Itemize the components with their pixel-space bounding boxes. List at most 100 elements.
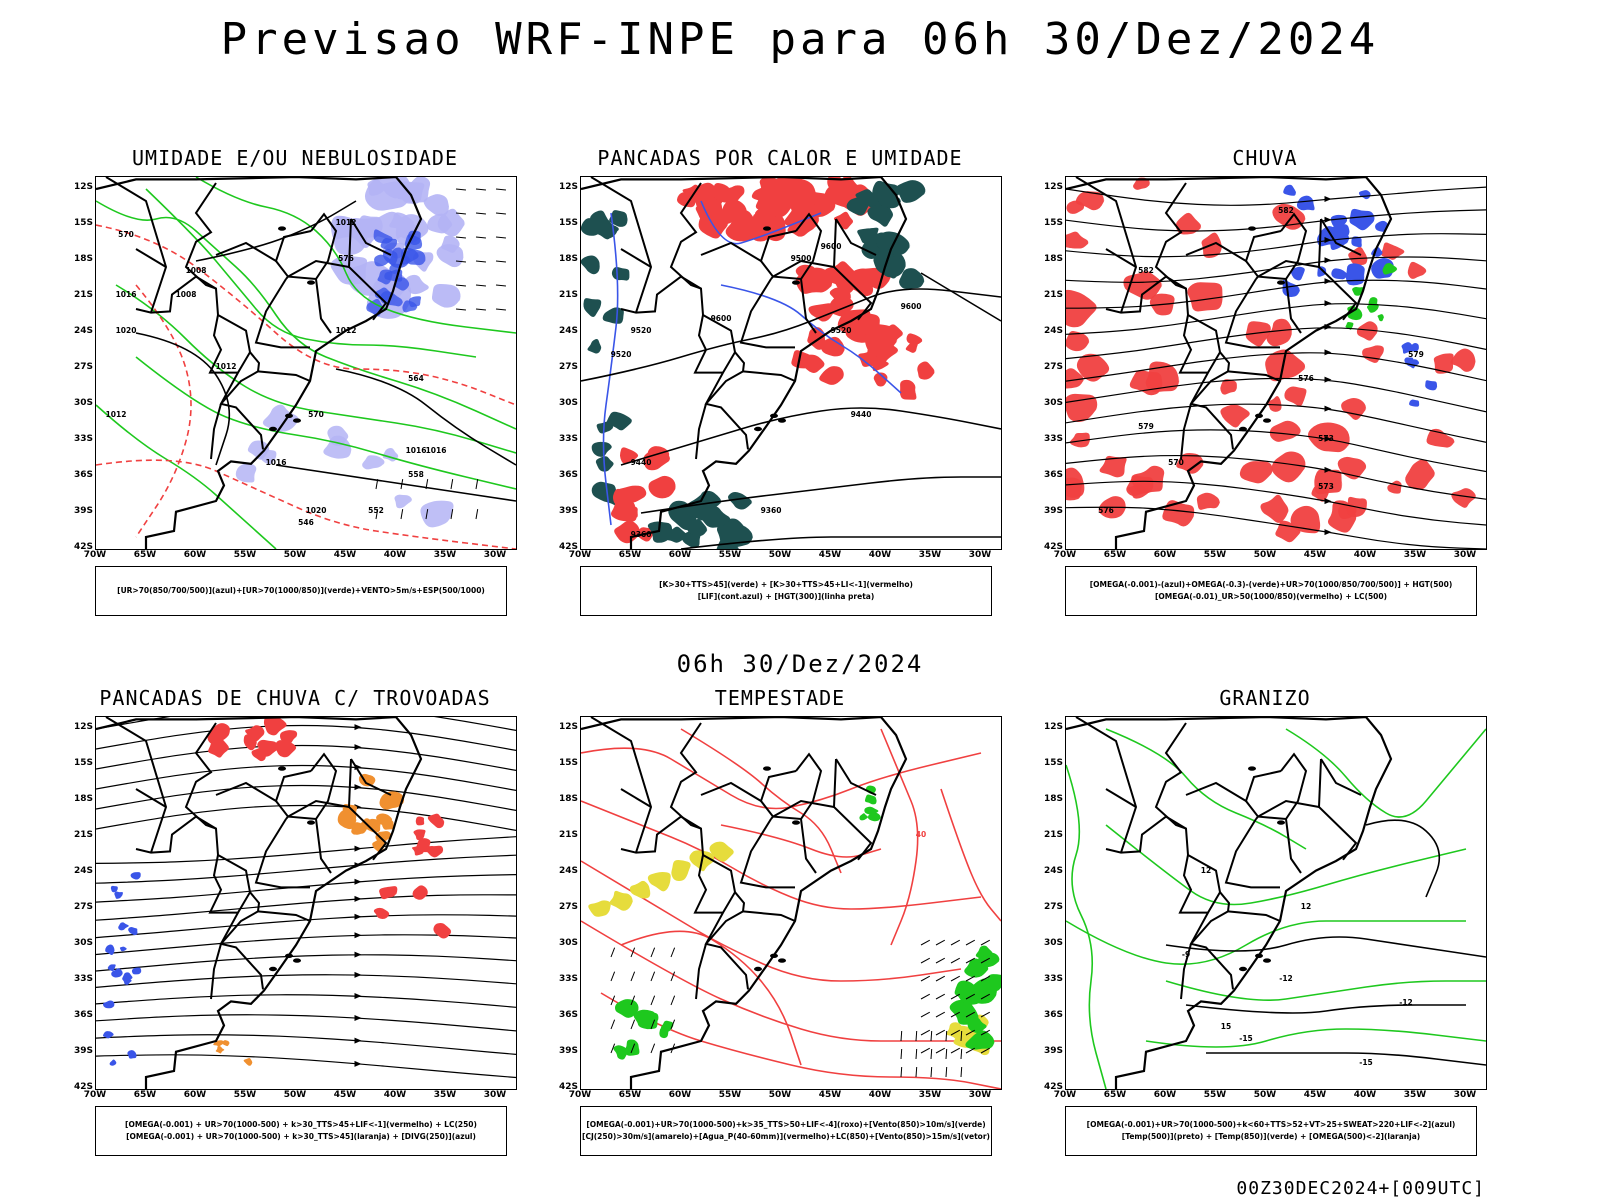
divergence-area	[128, 926, 138, 936]
wind-vector	[965, 1029, 976, 1036]
instability-area	[873, 372, 888, 387]
lon-tick-label: 60W	[183, 550, 207, 560]
humidity-area	[436, 244, 464, 268]
legend-line: [OMEGA(-0.001) + UR>70(1000-500) + k>30_…	[125, 1120, 477, 1129]
wind-vector	[475, 236, 486, 239]
state-border	[705, 891, 746, 945]
wind-vector	[400, 509, 404, 520]
streamline	[1066, 403, 1486, 443]
wind-vector	[965, 1011, 976, 1018]
humidity-contour	[115, 284, 516, 454]
lat-tick-label: 39S	[73, 1046, 93, 1056]
rain-area	[1265, 349, 1308, 382]
wind-vector	[920, 957, 931, 964]
instability-area	[798, 354, 826, 373]
lat-tick-label: 42S	[73, 1082, 93, 1092]
lon-tick-label: 70W	[1053, 550, 1077, 560]
moist-area	[855, 189, 879, 206]
divergence-area	[109, 1059, 117, 1066]
lon-tick-label: 45W	[333, 550, 357, 560]
state-border	[1255, 275, 1259, 280]
wind-vector	[920, 1029, 931, 1036]
lon-tick-label: 65W	[1103, 1090, 1127, 1100]
state-border	[620, 788, 652, 808]
state-border	[135, 275, 217, 314]
lat-tick-label: 36S	[558, 470, 578, 480]
state-border	[695, 943, 707, 1000]
lon-tick-label: 60W	[668, 550, 692, 560]
lat-tick-label: 12S	[73, 722, 93, 732]
state-border	[208, 854, 238, 914]
moist-area	[591, 441, 614, 457]
rain-area	[1268, 396, 1282, 412]
wind-vector	[630, 1043, 636, 1054]
moist-area	[611, 266, 630, 281]
thunderstorm-area	[424, 845, 444, 858]
humidity-area	[323, 435, 352, 459]
strong-wind-area	[965, 1030, 995, 1050]
rain-area	[1266, 318, 1292, 347]
contour-label: 579	[1408, 350, 1424, 359]
contour-label: 1016	[426, 446, 447, 455]
lat-tick-label: 21S	[1043, 290, 1063, 300]
rain-area	[1162, 500, 1195, 527]
contour-label: 15	[1221, 1022, 1231, 1031]
wind-vector	[980, 1011, 991, 1018]
strong-wind-area	[625, 1039, 640, 1056]
state-border	[1075, 717, 1138, 853]
lon-tick-label: 60W	[183, 1090, 207, 1100]
legend-line: [LIF](cont.azul) + [HGT(300)](linha pret…	[697, 592, 875, 601]
lon-tick-label: 70W	[568, 550, 592, 560]
lake	[770, 413, 778, 418]
temp850-contour	[1066, 764, 1107, 1089]
wind-vector	[670, 1019, 676, 1030]
wind-vector	[475, 479, 479, 490]
rain-area	[1426, 428, 1456, 448]
rain-area	[1269, 420, 1303, 442]
contour-label: 9440	[851, 410, 872, 419]
contour-label: -15	[1239, 1034, 1253, 1043]
rain-area	[1433, 353, 1454, 374]
moist-area	[874, 252, 903, 279]
moist-area	[587, 339, 602, 354]
state-border	[315, 818, 332, 874]
strong-wind-area	[964, 958, 990, 978]
strong-wind-area	[864, 794, 877, 805]
state-border	[620, 248, 652, 268]
thunderstorm-area	[379, 886, 398, 900]
lake	[285, 953, 293, 958]
state-border	[1285, 818, 1302, 874]
divergence-area	[102, 1000, 115, 1009]
contour-label: 552	[368, 506, 384, 515]
state-border	[135, 248, 167, 268]
temp500-contour	[1165, 936, 1486, 958]
panel-title: TEMPESTADE	[714, 686, 846, 710]
shower-area	[222, 1040, 230, 1047]
wind-vector	[950, 1047, 961, 1054]
lon-tick-label: 40W	[1353, 1090, 1377, 1100]
lat-tick-label: 42S	[1043, 1082, 1063, 1092]
strong-omega-area	[1366, 303, 1379, 313]
temp850-contour	[1066, 920, 1466, 965]
contour-label: 9600	[711, 314, 732, 323]
wind-vector	[450, 509, 454, 520]
lon-tick-label: 55W	[1203, 550, 1227, 560]
temp500-contour	[1185, 1004, 1466, 1014]
thunderstorm-area	[433, 923, 452, 939]
omega-area	[1283, 184, 1297, 196]
water-vapor-contour	[680, 728, 842, 874]
state-border	[210, 403, 222, 460]
streamline-arrow	[1324, 300, 1332, 307]
contour-label: 558	[408, 470, 424, 479]
wind-vector	[930, 1048, 933, 1060]
rain-area	[1407, 261, 1427, 279]
moist-area	[583, 298, 602, 317]
instability-area	[723, 185, 745, 203]
state-border	[772, 259, 835, 278]
strong-omega-area	[1377, 314, 1384, 322]
lake	[770, 953, 778, 958]
rain-area	[1356, 321, 1378, 341]
strong-wind-area	[864, 806, 880, 817]
humidity-area	[235, 463, 257, 483]
temp500-contour	[1365, 819, 1441, 898]
